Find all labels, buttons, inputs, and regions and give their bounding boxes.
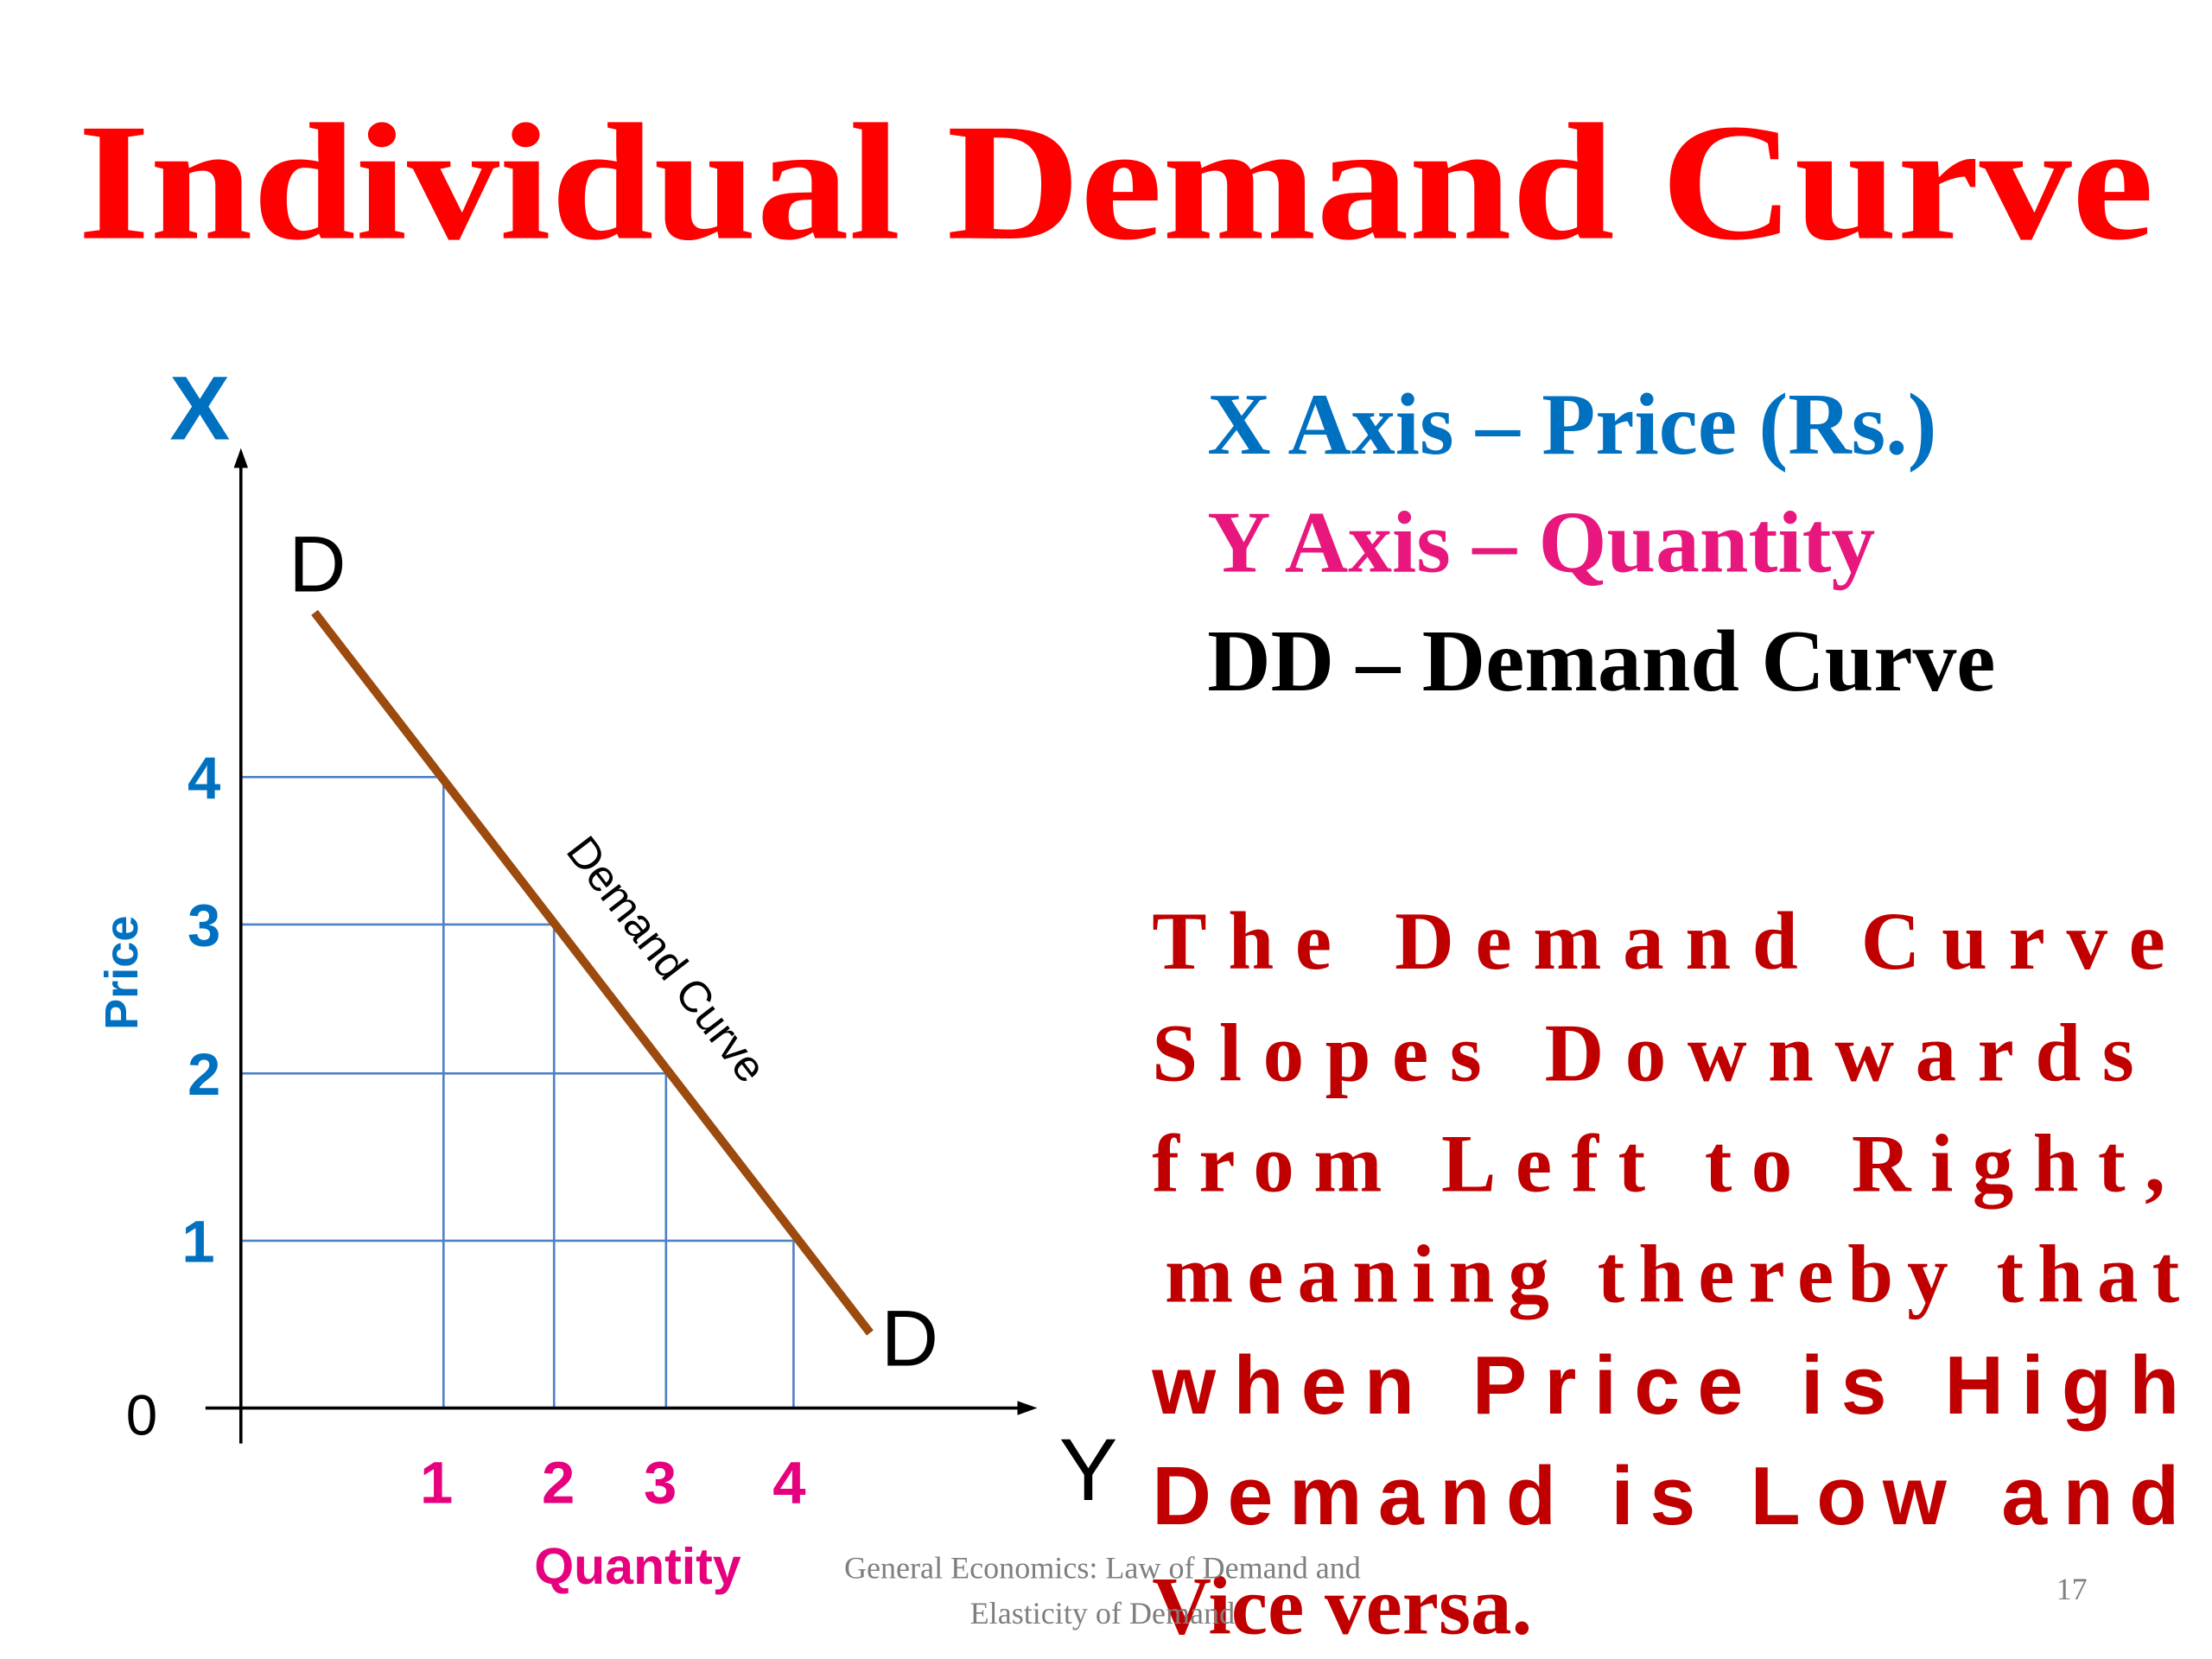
- slide-title: Individual Demand Curve: [78, 90, 2154, 275]
- x-axis-note: X Axis – Price (Rs.): [1207, 376, 1936, 474]
- paragraph-line: meaning thereby that: [1165, 1228, 2180, 1319]
- price-tick-label: 1: [181, 1208, 214, 1274]
- price-ticks: 1 2 3 4: [181, 745, 220, 1275]
- paragraph-line: Vice versa.: [1152, 1560, 1532, 1651]
- price-tick-label: 4: [188, 745, 220, 811]
- paragraph-line: Demand is Low and: [1152, 1451, 2179, 1542]
- quantity-ticks: 1 2 3 4: [420, 1449, 806, 1516]
- quantity-tick-label: 3: [644, 1449, 677, 1516]
- origin-label: 0: [126, 1384, 157, 1447]
- quantity-axis-title: Quantity: [534, 1538, 741, 1595]
- paragraph-line: Slopes Downwards: [1152, 1007, 2134, 1098]
- price-tick-label: 2: [188, 1041, 220, 1108]
- price-axis-title: Price: [96, 916, 148, 1030]
- curve-start-label: D: [289, 520, 346, 608]
- quantity-tick-label: 4: [772, 1449, 805, 1516]
- price-tick-label: 3: [188, 893, 220, 959]
- paragraph-line: The Demand Curve: [1152, 895, 2165, 987]
- axis-arrow: [1017, 1401, 1038, 1415]
- demand-curve: [311, 609, 874, 1336]
- quantity-tick-label: 1: [420, 1449, 453, 1516]
- vertical-axis-letter: X: [169, 359, 230, 460]
- dd-note: DD – Demand Curve: [1207, 613, 1995, 710]
- footer-source: Elasticity of Demand: [970, 1596, 1235, 1630]
- axis-arrow: [233, 448, 248, 468]
- footer-source: General Economics: Law of Demand and: [844, 1550, 1361, 1585]
- quantity-tick-label: 2: [542, 1449, 575, 1516]
- page-number: 17: [2056, 1572, 2088, 1606]
- paragraph-line: when Price is High: [1151, 1340, 2179, 1432]
- horizontal-axis-letter: Y: [1059, 1421, 1118, 1519]
- y-axis-note: Y Axis – Quantity: [1207, 493, 1875, 591]
- curve-end-label: D: [881, 1294, 938, 1382]
